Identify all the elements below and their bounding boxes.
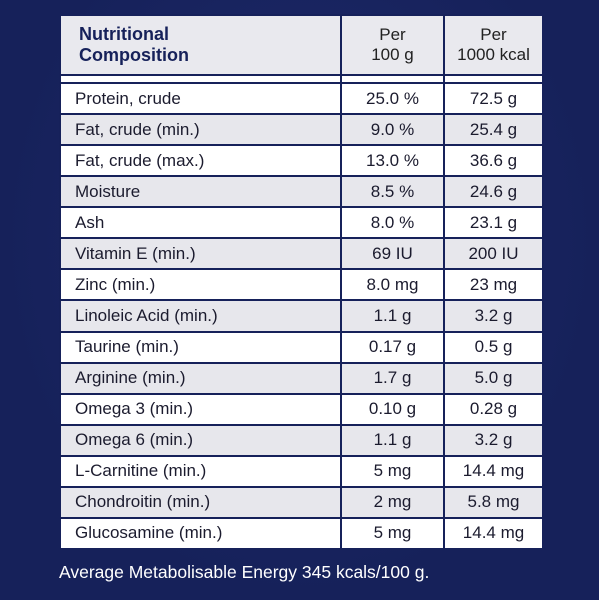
per-100g-value: 0.17 g bbox=[340, 330, 445, 364]
header-col2-line2: 100 g bbox=[371, 45, 414, 64]
per-1000kcal-value: 3.2 g bbox=[443, 299, 544, 333]
table-row: Linoleic Acid (min.) 1.1 g 3.2 g bbox=[59, 299, 544, 333]
header-col1-line1: Nutritional bbox=[79, 24, 169, 44]
nutrient-label: L-Carnitine (min.) bbox=[59, 454, 342, 488]
nutrient-label: Vitamin E (min.) bbox=[59, 237, 342, 271]
nutrient-label: Ash bbox=[59, 206, 342, 240]
table-row: Fat, crude (min.) 9.0 % 25.4 g bbox=[59, 113, 544, 147]
header-col3-line1: Per bbox=[480, 25, 507, 44]
per-1000kcal-value: 5.8 mg bbox=[443, 485, 544, 519]
per-100g-value: 69 IU bbox=[340, 237, 445, 271]
table-row: Glucosamine (min.) 5 mg 14.4 mg bbox=[59, 516, 544, 551]
table-header-row: Nutritional Composition Per 100 g Per 10… bbox=[59, 14, 544, 76]
per-1000kcal-value: 3.2 g bbox=[443, 423, 544, 457]
per-1000kcal-value: 24.6 g bbox=[443, 175, 544, 209]
per-1000kcal-value: 23.1 g bbox=[443, 206, 544, 240]
per-100g-value: 13.0 % bbox=[340, 144, 445, 178]
per-100g-value: 25.0 % bbox=[340, 82, 445, 116]
table-row: Arginine (min.) 1.7 g 5.0 g bbox=[59, 361, 544, 395]
nutrient-label: Moisture bbox=[59, 175, 342, 209]
header-per-100g: Per 100 g bbox=[340, 14, 445, 76]
table-row: Ash 8.0 % 23.1 g bbox=[59, 206, 544, 240]
per-1000kcal-value: 36.6 g bbox=[443, 144, 544, 178]
nutrient-label: Fat, crude (min.) bbox=[59, 113, 342, 147]
table-row: Protein, crude 25.0 % 72.5 g bbox=[59, 82, 544, 116]
per-100g-value: 8.0 mg bbox=[340, 268, 445, 302]
per-1000kcal-value: 25.4 g bbox=[443, 113, 544, 147]
table-row: Omega 6 (min.) 1.1 g 3.2 g bbox=[59, 423, 544, 457]
per-100g-value: 9.0 % bbox=[340, 113, 445, 147]
header-per-1000kcal: Per 1000 kcal bbox=[443, 14, 544, 76]
table-body: Protein, crude 25.0 % 72.5 g Fat, crude (mi… bbox=[59, 73, 544, 551]
table-row: Vitamin E (min.) 69 IU 200 IU bbox=[59, 237, 544, 271]
nutrient-label: Protein, crude bbox=[59, 82, 342, 116]
per-1000kcal-value: 200 IU bbox=[443, 237, 544, 271]
nutrient-label: Omega 3 (min.) bbox=[59, 392, 342, 426]
nutrient-label: Zinc (min.) bbox=[59, 268, 342, 302]
per-100g-value: 1.1 g bbox=[340, 299, 445, 333]
table-row: Omega 3 (min.) 0.10 g 0.28 g bbox=[59, 392, 544, 426]
per-1000kcal-value: 14.4 mg bbox=[443, 516, 544, 551]
table-spacer-row bbox=[59, 73, 544, 85]
nutrient-label: Arginine (min.) bbox=[59, 361, 342, 395]
header-col1-line2: Composition bbox=[79, 45, 189, 65]
per-1000kcal-value: 72.5 g bbox=[443, 82, 544, 116]
per-1000kcal-value: 0.5 g bbox=[443, 330, 544, 364]
table-row: Moisture 8.5 % 24.6 g bbox=[59, 175, 544, 209]
table-row: Fat, crude (max.) 13.0 % 36.6 g bbox=[59, 144, 544, 178]
per-100g-value: 5 mg bbox=[340, 454, 445, 488]
nutrient-label: Glucosamine (min.) bbox=[59, 516, 342, 551]
per-100g-value: 5 mg bbox=[340, 516, 445, 551]
per-100g-value: 1.7 g bbox=[340, 361, 445, 395]
header-col2-line1: Per bbox=[379, 25, 406, 44]
per-1000kcal-value: 0.28 g bbox=[443, 392, 544, 426]
per-100g-value: 1.1 g bbox=[340, 423, 445, 457]
nutrient-label: Chondroitin (min.) bbox=[59, 485, 342, 519]
per-100g-value: 0.10 g bbox=[340, 392, 445, 426]
nutrient-label: Linoleic Acid (min.) bbox=[59, 299, 342, 333]
per-100g-value: 2 mg bbox=[340, 485, 445, 519]
per-1000kcal-value: 14.4 mg bbox=[443, 454, 544, 488]
table-row: Taurine (min.) 0.17 g 0.5 g bbox=[59, 330, 544, 364]
nutrition-table: Nutritional Composition Per 100 g Per 10… bbox=[59, 14, 544, 551]
table-row: Chondroitin (min.) 2 mg 5.8 mg bbox=[59, 485, 544, 519]
header-nutritional-composition: Nutritional Composition bbox=[59, 14, 342, 76]
nutrient-label: Taurine (min.) bbox=[59, 330, 342, 364]
table-row: L-Carnitine (min.) 5 mg 14.4 mg bbox=[59, 454, 544, 488]
per-1000kcal-value: 23 mg bbox=[443, 268, 544, 302]
per-1000kcal-value: 5.0 g bbox=[443, 361, 544, 395]
nutrient-label: Fat, crude (max.) bbox=[59, 144, 342, 178]
nutrient-label: Omega 6 (min.) bbox=[59, 423, 342, 457]
per-100g-value: 8.5 % bbox=[340, 175, 445, 209]
header-col3-line2: 1000 kcal bbox=[457, 45, 530, 64]
per-100g-value: 8.0 % bbox=[340, 206, 445, 240]
energy-footnote: Average Metabolisable Energy 345 kcals/1… bbox=[59, 562, 430, 582]
table-row: Zinc (min.) 8.0 mg 23 mg bbox=[59, 268, 544, 302]
